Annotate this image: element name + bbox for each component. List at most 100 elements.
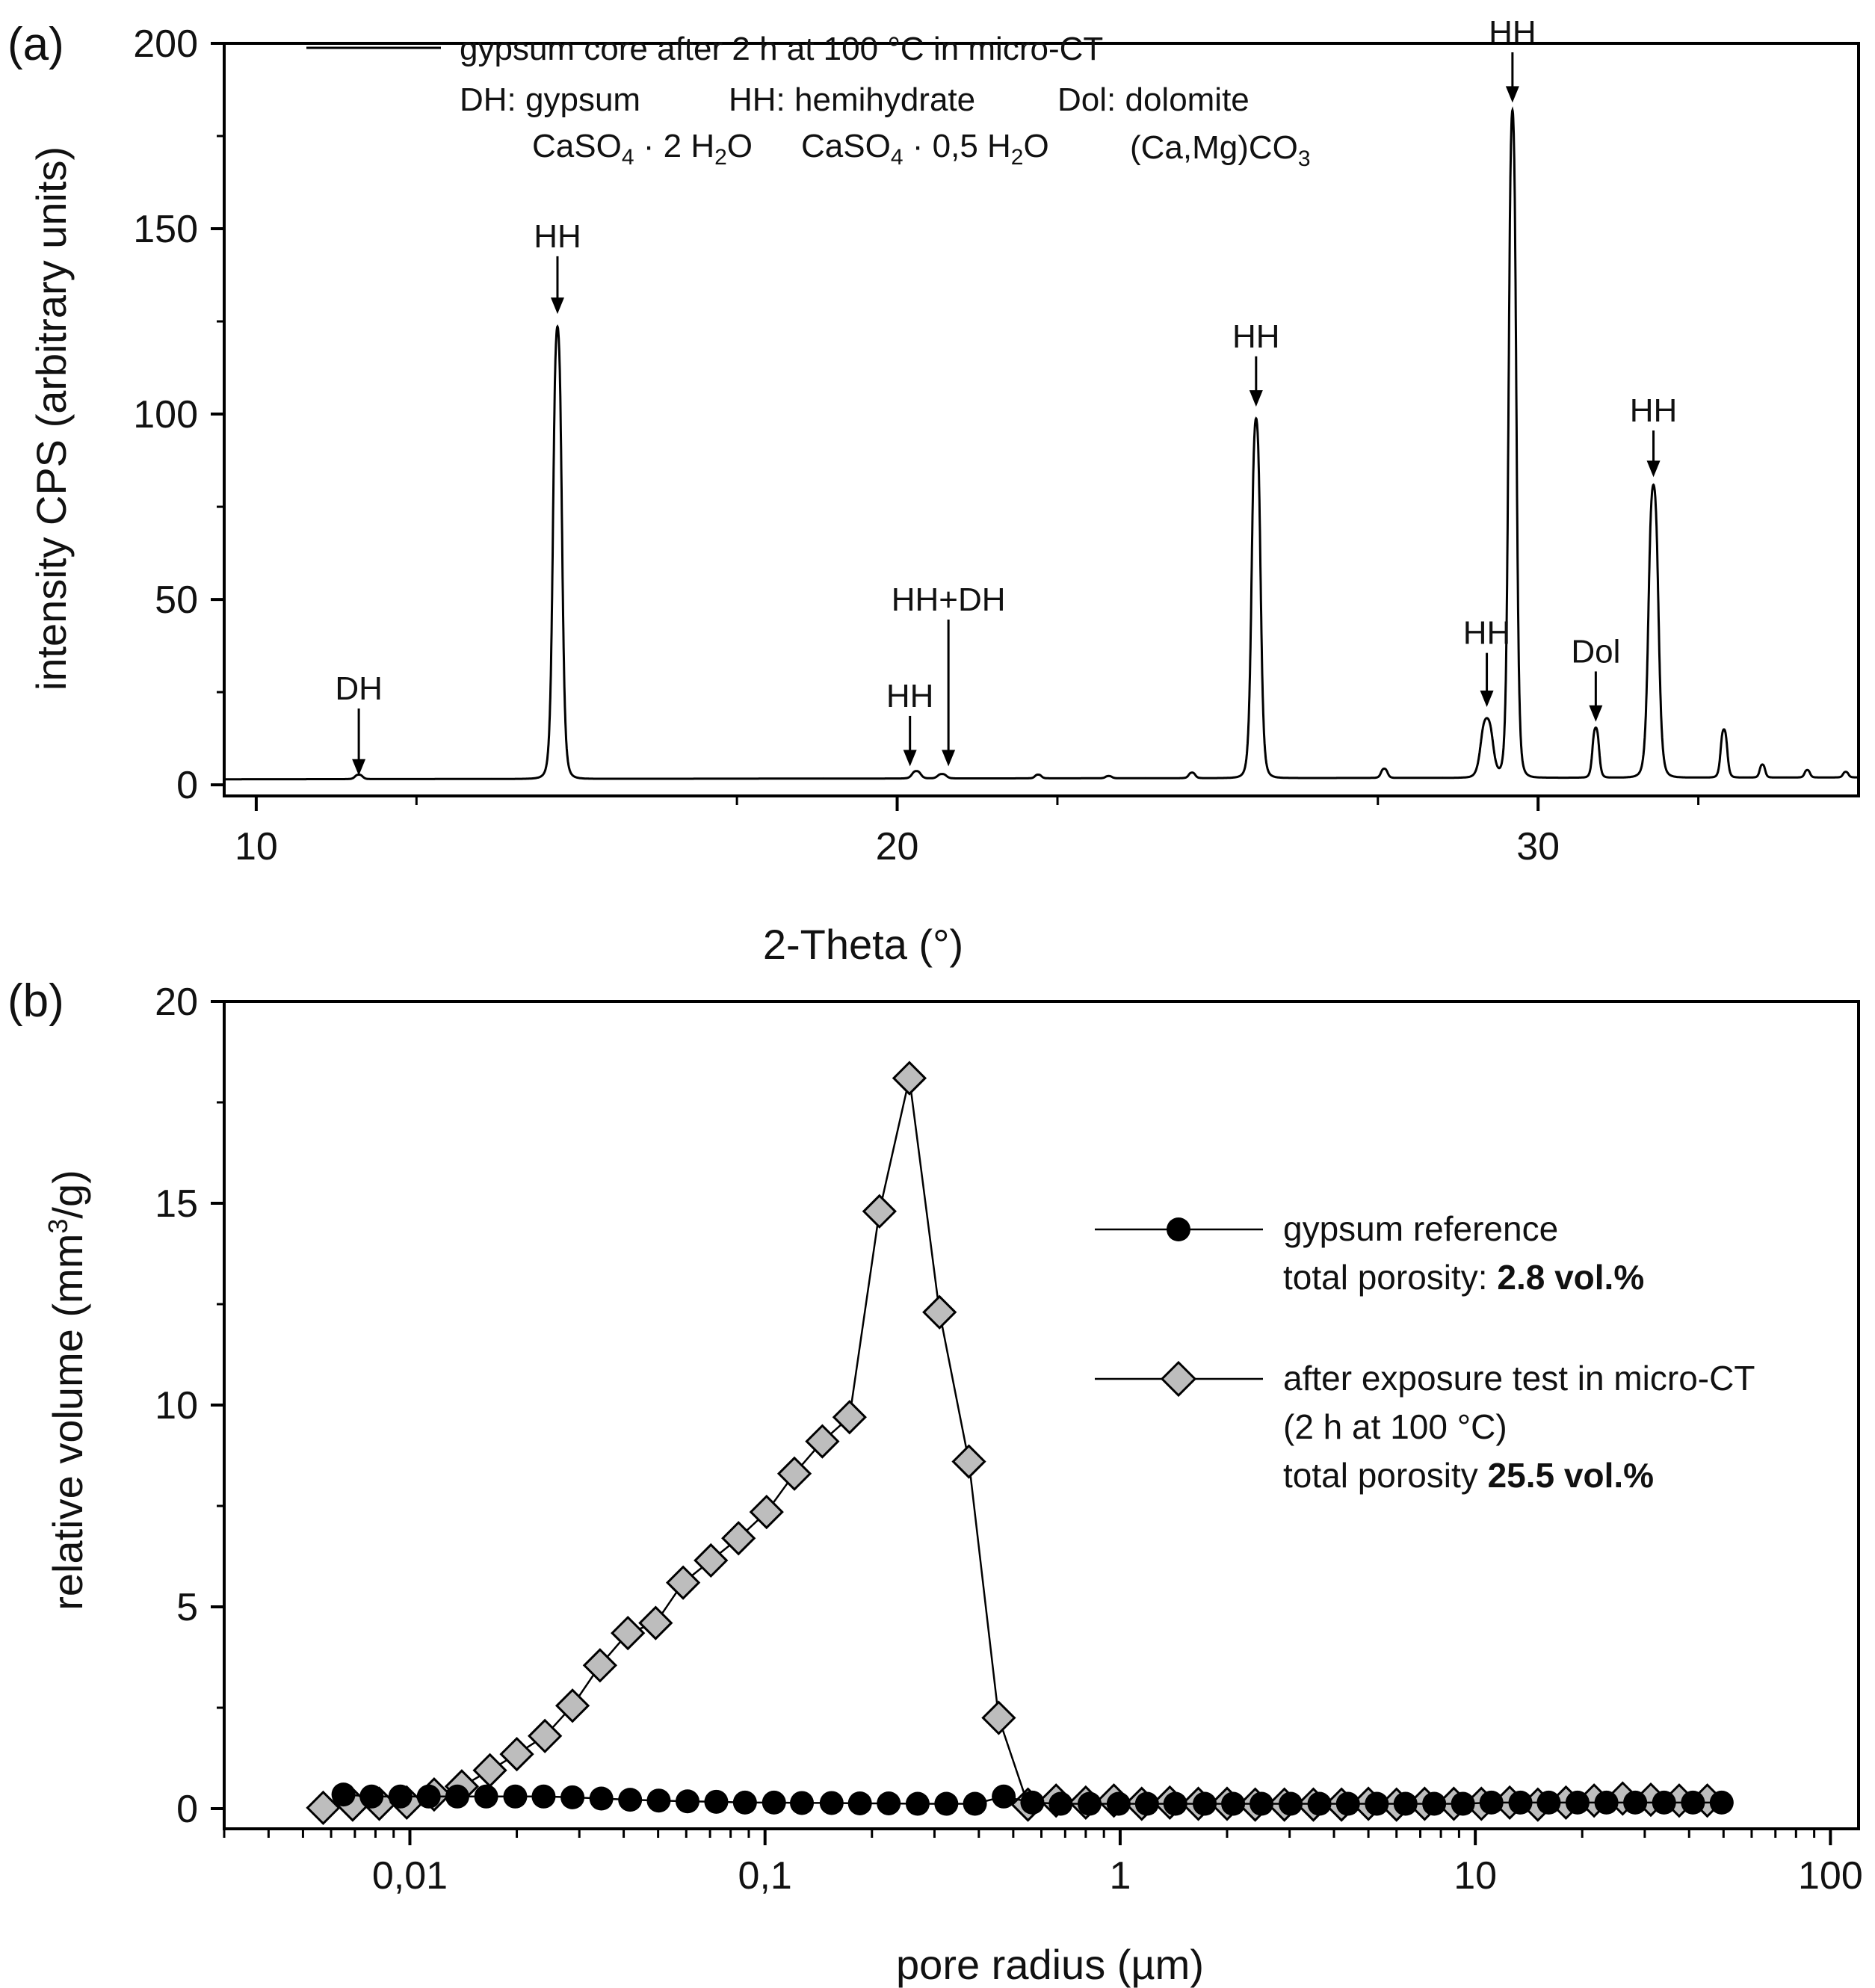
peak-label: HH: [886, 678, 934, 714]
peak-arrow-head: [942, 750, 956, 767]
data-point-diamond: [922, 1294, 957, 1330]
peak-label: HH: [1630, 392, 1678, 429]
data-point-diamond: [862, 1194, 897, 1229]
data-point-diamond: [555, 1688, 590, 1723]
data-point-circle: [1451, 1791, 1475, 1816]
data-point-diamond: [306, 1790, 341, 1826]
peak-label: Dol: [1571, 633, 1620, 670]
legend-marker-circle: [1167, 1217, 1190, 1241]
data-point-diamond: [528, 1718, 563, 1753]
phase-dh-label: DH: gypsum: [460, 81, 640, 118]
panel-b-pore-size-chart: (b) relative volume (mm3/g) pore radius …: [7, 975, 1863, 1988]
data-point-circle: [531, 1784, 556, 1809]
legend-porosity-exposure: total porosity 25.5 vol.%: [1283, 1456, 1654, 1495]
data-point-circle: [474, 1784, 498, 1809]
legend-exposure-conditions: (2 h at 100 °C): [1283, 1407, 1507, 1446]
y-tick-label: 0: [176, 764, 198, 807]
x-tick-label: 0,01: [372, 1854, 448, 1898]
x-tick-label: 20: [876, 825, 919, 868]
peak-arrow-head: [903, 750, 917, 767]
data-point-circle: [646, 1788, 671, 1813]
data-point-circle: [1250, 1791, 1274, 1816]
data-point-circle: [1279, 1791, 1303, 1816]
y-tick-label: 20: [155, 981, 198, 1024]
x-tick-label: 0,1: [738, 1854, 792, 1898]
peak-annotation: HH: [886, 678, 934, 767]
peak-arrow-head: [1589, 705, 1603, 722]
data-point-circle: [503, 1784, 528, 1809]
data-point-diamond: [776, 1456, 812, 1491]
data-point-circle: [704, 1789, 729, 1814]
data-point-circle: [790, 1791, 815, 1815]
data-point-circle: [1048, 1791, 1073, 1816]
peak-annotation: HH: [1463, 615, 1510, 707]
phase-dol-formula: (Ca,Mg)CO3: [1130, 129, 1311, 171]
series-gypsum-reference: [331, 1782, 1734, 1816]
data-point-circle: [675, 1789, 699, 1814]
x-tick-label: 10: [235, 825, 278, 868]
data-point-circle: [1134, 1791, 1159, 1816]
peak-annotation: DH: [335, 670, 383, 776]
data-point-diamond: [499, 1736, 534, 1772]
data-point-diamond: [694, 1543, 729, 1578]
data-point-circle: [1536, 1790, 1561, 1815]
peak-annotation: HH: [1489, 14, 1536, 103]
data-point-circle: [388, 1784, 413, 1809]
data-point-diamond: [472, 1753, 507, 1788]
data-point-diamond: [749, 1494, 784, 1530]
data-point-circle: [1307, 1791, 1332, 1816]
peak-label: HH: [1232, 318, 1280, 355]
data-point-circle: [934, 1791, 959, 1816]
data-point-diamond: [951, 1444, 986, 1479]
data-point-circle: [560, 1785, 585, 1809]
data-point-circle: [1077, 1791, 1102, 1816]
panel-b-label: (b): [7, 975, 64, 1027]
peak-label: HH: [1489, 14, 1536, 51]
y-tick-label: 15: [155, 1182, 198, 1226]
data-point-circle: [1422, 1791, 1447, 1816]
peak-annotation: HH: [534, 218, 581, 315]
panel-a-y-axis-title: intensity CPS (arbitrary units): [28, 146, 75, 691]
peak-arrow-head: [550, 297, 564, 315]
data-point-circle: [1594, 1790, 1619, 1815]
legend-label-after-exposure: after exposure test in micro-CT: [1283, 1359, 1755, 1398]
data-point-diamond: [892, 1061, 927, 1096]
peak-arrow-head: [352, 759, 366, 776]
data-point-circle: [963, 1791, 987, 1816]
y-tick-label: 0: [176, 1788, 198, 1831]
data-point-circle: [1020, 1790, 1045, 1815]
peak-label: HH: [534, 218, 581, 255]
peak-arrow-head: [1505, 86, 1519, 103]
data-point-circle: [1709, 1790, 1734, 1815]
x-tick-label: 10: [1454, 1854, 1497, 1898]
data-point-circle: [1681, 1790, 1705, 1815]
data-point-diamond: [832, 1400, 867, 1435]
panel-b-y-axis-title: relative volume (mm3/g): [43, 1170, 91, 1611]
y-tick-label: 5: [176, 1586, 198, 1629]
data-point-diamond: [981, 1700, 1016, 1735]
peak-label: HH+DH: [892, 581, 1006, 618]
data-point-circle: [1193, 1791, 1217, 1816]
data-point-diamond: [638, 1605, 673, 1640]
data-point-circle: [1106, 1791, 1131, 1816]
data-point-circle: [1221, 1791, 1246, 1816]
legend-label-gypsum-reference: gypsum reference: [1283, 1209, 1558, 1248]
panel-a-x-axis-title: 2-Theta (°): [763, 921, 963, 968]
panel-b-plot-frame: [223, 1000, 1860, 1830]
data-point-circle: [905, 1791, 930, 1816]
data-point-circle: [877, 1791, 901, 1815]
x-tick-label: 100: [1798, 1854, 1863, 1898]
data-point-circle: [847, 1791, 872, 1815]
phase-dh-formula: CaSO4 · 2 H2O: [532, 128, 753, 170]
data-point-circle: [1365, 1791, 1389, 1816]
data-point-circle: [1163, 1791, 1187, 1816]
data-point-circle: [762, 1790, 786, 1815]
y-tick-label: 50: [155, 578, 198, 622]
data-point-circle: [992, 1784, 1016, 1809]
phase-hh-label: HH: hemihydrate: [729, 81, 975, 118]
data-point-circle: [1335, 1791, 1360, 1816]
data-point-diamond: [805, 1424, 840, 1459]
series-after-exposure: [306, 1061, 1725, 1826]
data-point-circle: [1393, 1791, 1418, 1816]
